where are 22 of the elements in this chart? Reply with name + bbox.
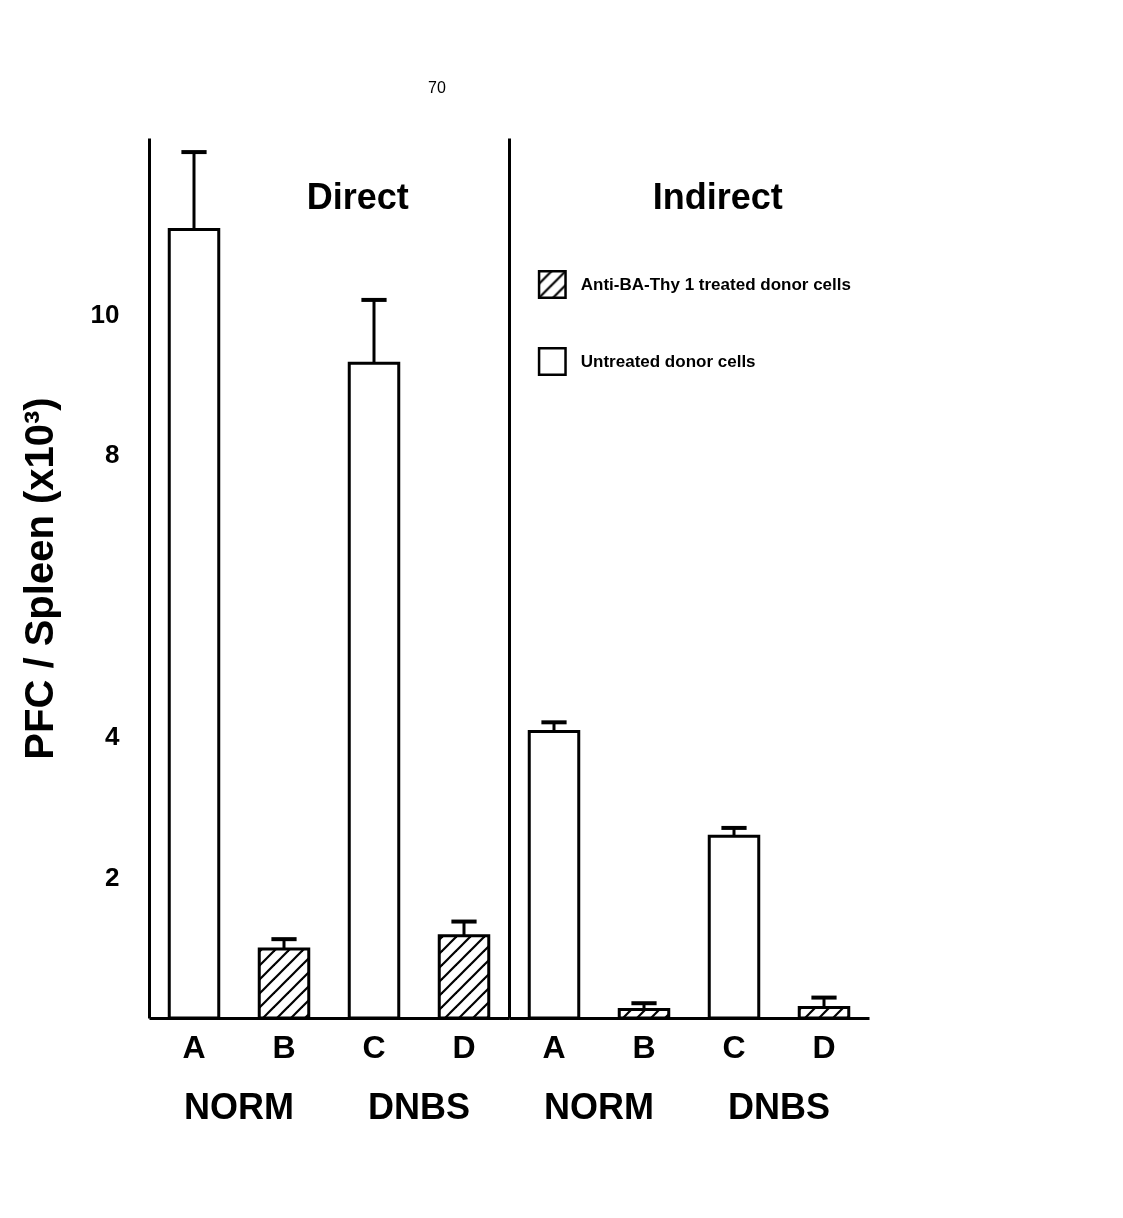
text: Indirect xyxy=(652,176,783,217)
x-tick-label: D xyxy=(452,1028,476,1065)
legend-label: Untreated donor cells xyxy=(580,351,756,371)
text: Direct xyxy=(306,176,409,217)
text: DNBS xyxy=(367,1086,471,1127)
x-tick-label: C xyxy=(362,1028,386,1065)
x-tick-label: C xyxy=(722,1028,746,1065)
legend-label: Anti-BA-Thy 1 treated donor cells xyxy=(580,274,851,294)
x-tick-label: B xyxy=(272,1028,296,1065)
text: DNBS xyxy=(727,1086,831,1127)
text: NORM xyxy=(184,1086,294,1127)
text: NORM xyxy=(544,1086,654,1127)
text: 70 xyxy=(428,79,446,96)
x-tick-label: D xyxy=(812,1028,836,1065)
y-tick-label: 10 xyxy=(90,298,120,329)
y-axis-title: PFC / Spleen (x10³) xyxy=(16,397,61,760)
y-tick-label: 4 xyxy=(105,720,121,751)
y-tick-label: 8 xyxy=(105,439,120,470)
x-tick-label: B xyxy=(632,1028,656,1065)
y-tick-label: 2 xyxy=(105,861,120,892)
x-tick-label: A xyxy=(542,1028,566,1065)
x-tick-label: A xyxy=(182,1028,206,1065)
